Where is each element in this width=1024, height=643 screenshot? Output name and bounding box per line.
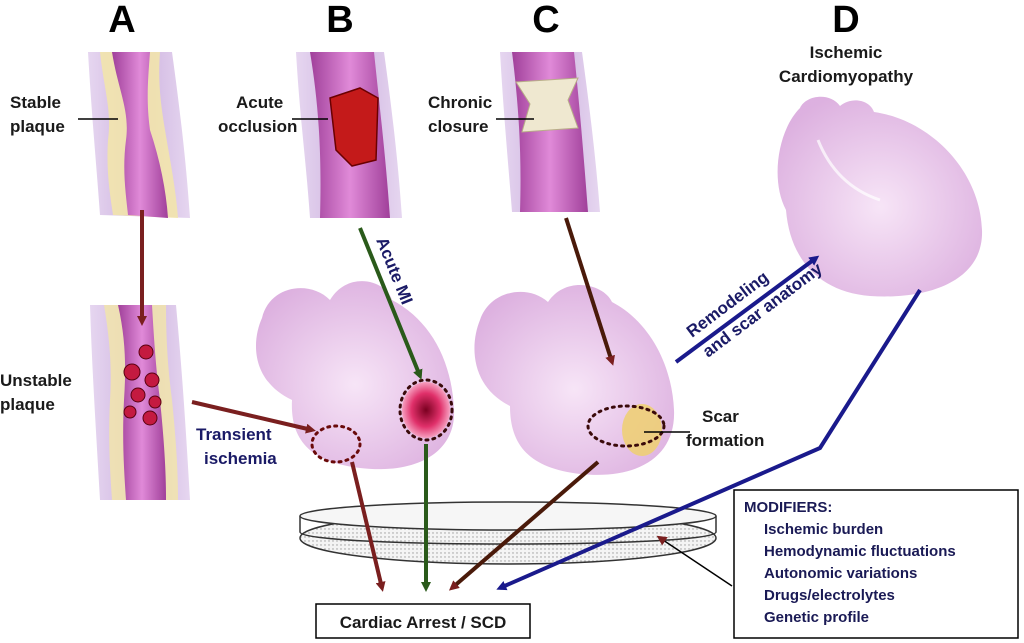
- label-stable-plaque-1: Stable: [10, 93, 61, 112]
- label-ischemic-cm-1: Ischemic: [810, 43, 883, 62]
- arrow-closure-to-scar: [564, 217, 615, 366]
- label-ischemic-cm-2: Cardiomyopathy: [779, 67, 914, 86]
- modifier-item: Hemodynamic fluctuations: [764, 543, 956, 560]
- arrow-cardiomyopathy-to-scd: [496, 288, 922, 591]
- modifier-item: Ischemic burden: [764, 521, 883, 538]
- arrows: [137, 210, 922, 592]
- reentry-loop-transient: [310, 424, 362, 464]
- leader-lines: [78, 118, 690, 433]
- heart-cardiomyopathy: [777, 96, 983, 297]
- clot-cluster: [123, 344, 162, 426]
- panel-letter-b: B: [326, 0, 353, 41]
- arrow-remodeling: [674, 255, 820, 364]
- outcome-label: Cardiac Arrest / SCD: [340, 613, 507, 632]
- label-acute-occlusion-1: Acute: [236, 93, 283, 112]
- arrow-scar-to-scd: [448, 460, 600, 591]
- outcome-box: Cardiac Arrest / SCD: [315, 603, 531, 639]
- label-transient-ischemia-2: ischemia: [204, 449, 277, 468]
- reentry-loop-mi: [398, 378, 454, 442]
- label-chronic-closure-1: Chronic: [428, 93, 492, 112]
- vessel-stable-plaque: [88, 52, 190, 218]
- arrow-modifiers-to-disc: [656, 535, 733, 587]
- vessel-chronic-closure: [500, 52, 600, 212]
- modifier-item: Genetic profile: [764, 609, 869, 626]
- label-stable-plaque-2: plaque: [10, 117, 65, 136]
- modifiers-box: MODIFIERS: Ischemic burden Hemodynamic f…: [733, 489, 1019, 639]
- label-scar-formation-1: Scar: [702, 407, 739, 426]
- arrow-unstable-to-transient: [191, 400, 316, 434]
- arrow-transient-to-scd: [350, 461, 386, 592]
- vessel-acute-occlusion: [296, 52, 402, 218]
- label-transient-ischemia-1: Transient: [196, 425, 272, 444]
- vessel-unstable-plaque: [90, 305, 190, 500]
- scar-zone: [622, 404, 662, 456]
- modifiers-title: MODIFIERS:: [744, 499, 832, 516]
- reentry-loop-scar: [586, 404, 666, 448]
- heart-acute-mi: [255, 281, 455, 470]
- infarct-zone: [402, 382, 450, 438]
- heart-scar: [474, 284, 675, 475]
- panel-letter-a: A: [108, 0, 135, 41]
- label-acute-occlusion-2: occlusion: [218, 117, 297, 136]
- label-scar-formation-2: formation: [686, 431, 764, 450]
- arrow-occlusion-to-mi: [358, 227, 423, 380]
- label-unstable-plaque-2: plaque: [0, 395, 55, 414]
- label-unstable-plaque-1: Unstable: [0, 371, 72, 390]
- modifier-item: Drugs/electrolytes: [764, 587, 895, 604]
- label-chronic-closure-2: closure: [428, 117, 488, 136]
- modifier-item: Autonomic variations: [764, 565, 917, 582]
- panel-letter-d: D: [832, 0, 859, 41]
- thrombus: [329, 87, 379, 167]
- panel-letter-c: C: [532, 0, 559, 41]
